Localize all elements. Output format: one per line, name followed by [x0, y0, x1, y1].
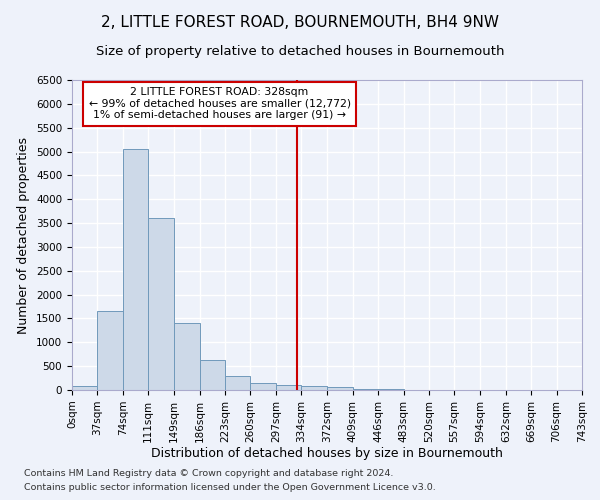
Bar — [225, 376, 250, 390]
Text: 2 LITTLE FOREST ROAD: 328sqm
← 99% of detached houses are smaller (12,772)
1% of: 2 LITTLE FOREST ROAD: 328sqm ← 99% of de… — [89, 87, 350, 120]
Bar — [97, 312, 123, 390]
Bar — [72, 386, 97, 390]
Text: Size of property relative to detached houses in Bournemouth: Size of property relative to detached ho… — [96, 45, 504, 58]
Bar — [276, 385, 301, 390]
Bar — [378, 389, 404, 390]
Bar — [301, 386, 328, 390]
Bar — [123, 148, 148, 390]
Bar — [328, 388, 353, 390]
Y-axis label: Number of detached properties: Number of detached properties — [17, 136, 31, 334]
Bar — [148, 218, 174, 390]
Bar — [200, 360, 225, 390]
X-axis label: Distribution of detached houses by size in Bournemouth: Distribution of detached houses by size … — [151, 448, 503, 460]
Bar — [174, 323, 200, 390]
Text: Contains HM Land Registry data © Crown copyright and database right 2024.: Contains HM Land Registry data © Crown c… — [24, 468, 394, 477]
Text: Contains public sector information licensed under the Open Government Licence v3: Contains public sector information licen… — [24, 484, 436, 492]
Bar — [353, 388, 378, 390]
Bar — [250, 382, 276, 390]
Text: 2, LITTLE FOREST ROAD, BOURNEMOUTH, BH4 9NW: 2, LITTLE FOREST ROAD, BOURNEMOUTH, BH4 … — [101, 15, 499, 30]
